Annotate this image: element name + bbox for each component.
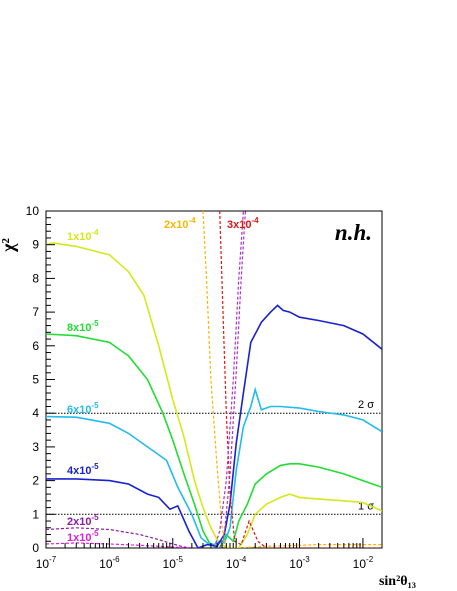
reference-line-label: 2 σ xyxy=(358,399,374,411)
y-tick-label: 2 xyxy=(32,474,39,488)
reference-line-label: 1 σ xyxy=(358,500,374,512)
series-line xyxy=(46,242,382,548)
x-axis-title: sin²θ₁₃ xyxy=(379,574,416,589)
curve-label: 4x10-5 xyxy=(67,462,99,477)
curve-label: 1x10-5 xyxy=(67,529,99,544)
y-tick-label: 0 xyxy=(32,541,39,555)
curve-label: 2x10-4 xyxy=(164,216,196,231)
x-tick-label: 10-7 xyxy=(36,555,57,571)
y-tick-label: 1 xyxy=(32,507,39,521)
curve-label: 8x10-5 xyxy=(67,319,99,334)
series-line xyxy=(219,211,382,548)
x-tick-label: 10-6 xyxy=(99,555,120,571)
curve-label: 6x10-5 xyxy=(67,401,99,416)
x-tick-label: 10-3 xyxy=(289,555,310,571)
curve-label: 1x10-4 xyxy=(67,228,99,243)
series-line xyxy=(46,527,203,548)
curve-label: 2x10-5 xyxy=(67,513,99,528)
y-axis-title: χ² xyxy=(0,238,18,253)
y-tick-label: 9 xyxy=(32,238,39,252)
series-line xyxy=(46,333,382,548)
corner-label: n.h. xyxy=(335,220,372,245)
y-tick-label: 8 xyxy=(32,271,39,285)
x-tick-label: 10-4 xyxy=(226,555,247,571)
x-tick-label: 10-2 xyxy=(353,555,374,571)
y-tick-label: 5 xyxy=(32,373,39,387)
y-tick-label: 6 xyxy=(32,339,39,353)
y-tick-label: 10 xyxy=(26,204,40,218)
y-tick-label: 3 xyxy=(32,440,39,454)
x-tick-label: 10-5 xyxy=(163,555,184,571)
series-line xyxy=(219,211,246,548)
series-line xyxy=(213,211,244,548)
series-line xyxy=(46,386,382,546)
series-line xyxy=(202,211,382,548)
y-tick-label: 4 xyxy=(32,406,39,420)
plot-frame xyxy=(45,210,383,549)
curve-label: 3x10-4 xyxy=(227,216,259,231)
y-tick-label: 7 xyxy=(32,305,39,319)
series-line xyxy=(46,304,382,548)
series-line xyxy=(46,542,192,548)
